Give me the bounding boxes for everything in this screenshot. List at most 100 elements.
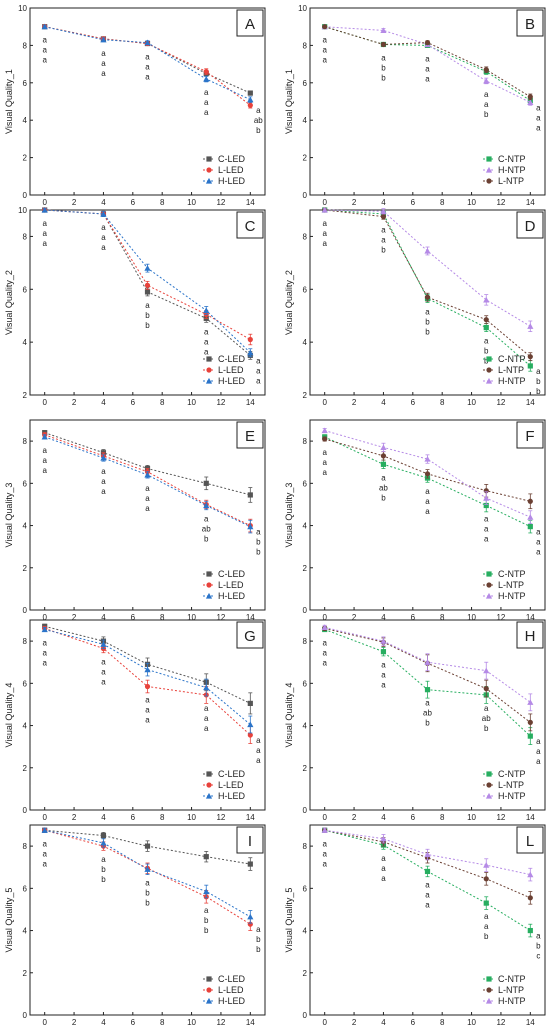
y-tick-label: 8 — [23, 437, 28, 446]
legend-label: C-NTP — [498, 154, 526, 164]
x-tick-label: 10 — [467, 198, 476, 207]
x-tick-label: 6 — [411, 613, 416, 622]
legend-marker-marker — [486, 782, 492, 788]
legend-marker-marker — [205, 592, 213, 599]
point-h-ntp-marker — [483, 667, 490, 674]
significance-letter: b — [425, 318, 430, 327]
x-tick-label: 6 — [131, 398, 136, 407]
significance-letter: a — [101, 467, 106, 476]
plot-frame — [309, 209, 546, 396]
significance-letter: a — [42, 839, 47, 848]
significance-letter: a — [145, 484, 150, 493]
point-l-led-marker — [144, 282, 151, 288]
series-line-h-ntp — [324, 430, 531, 518]
point-l-ntp-marker — [527, 498, 533, 504]
series-line-h-led — [44, 629, 251, 725]
panel-letter: L — [526, 833, 534, 850]
series-line-h-ntp — [324, 829, 531, 876]
y-tick-label: 2 — [23, 969, 28, 978]
y-tick-label: 2 — [23, 764, 28, 773]
y-tick-label: 2 — [23, 564, 28, 573]
panel-letter: G — [244, 628, 256, 645]
point-l-ntp-marker — [527, 895, 533, 901]
x-tick-label: 10 — [187, 613, 196, 622]
panel-letter-box — [516, 621, 544, 649]
legend-marker-marker — [206, 976, 212, 982]
point-h-led-marker — [203, 888, 210, 895]
x-tick-label: 12 — [496, 813, 505, 822]
significance-letter: b — [145, 311, 150, 320]
y-tick-label: 4 — [23, 722, 28, 731]
panel-letter-box — [236, 826, 264, 854]
significance-letter: a — [322, 849, 327, 858]
series-line-c-ntp — [324, 209, 531, 367]
legend-marker-marker — [485, 997, 493, 1004]
significance-letter: a — [322, 839, 327, 848]
point-h-led-marker — [203, 307, 210, 314]
point-l-ntp-marker — [322, 24, 328, 30]
point-h-led-marker — [41, 827, 48, 833]
x-tick-label: 12 — [216, 198, 225, 207]
significance-letter: b — [101, 875, 106, 884]
x-tick-label: 2 — [352, 398, 357, 407]
significance-letter: a — [536, 528, 541, 537]
significance-letter: a — [425, 54, 430, 63]
significance-letter: b — [484, 347, 489, 356]
x-tick-label: 0 — [322, 1018, 327, 1027]
significance-letter: a — [101, 243, 106, 252]
significance-letter: a — [425, 497, 430, 506]
x-tick-label: 4 — [101, 613, 106, 622]
significance-letter: a — [256, 366, 261, 375]
x-tick-label: 2 — [352, 613, 357, 622]
series-line-h-led — [44, 436, 251, 528]
x-tick-label: 6 — [131, 813, 136, 822]
x-tick-label: 0 — [42, 398, 47, 407]
y-tick-label: 0 — [23, 1011, 28, 1020]
point-h-led-marker — [247, 913, 254, 920]
y-tick-label: 6 — [303, 285, 308, 294]
significance-letter: a — [42, 859, 47, 868]
significance-letter: a — [484, 515, 489, 524]
legend-marker-marker — [205, 792, 213, 799]
point-h-led-marker — [100, 210, 107, 217]
point-c-led-marker — [247, 492, 253, 498]
significance-letter: a — [42, 456, 47, 465]
legend-marker-marker — [486, 571, 492, 577]
x-tick-label: 12 — [496, 398, 505, 407]
significance-letter: a — [381, 226, 386, 235]
legend-label: H-LED — [218, 376, 246, 386]
panel-letter: E — [245, 428, 255, 445]
point-l-ntp-marker — [483, 686, 489, 692]
x-tick-label: 6 — [411, 198, 416, 207]
x-tick-label: 12 — [216, 398, 225, 407]
y-tick-label: 4 — [303, 116, 308, 125]
significance-letter: a — [536, 113, 541, 122]
x-tick-label: 2 — [352, 813, 357, 822]
point-l-ntp-marker — [322, 436, 328, 442]
significance-letter: a — [42, 229, 47, 238]
point-h-ntp-marker — [380, 208, 387, 214]
y-tick-label: 6 — [303, 884, 308, 893]
legend-marker-marker — [486, 987, 492, 993]
y-tick-label: 6 — [23, 285, 28, 294]
y-tick-label: 8 — [23, 232, 28, 241]
legend-label: L-NTP — [498, 580, 524, 590]
point-c-ntp-marker — [527, 927, 533, 934]
significance-letter: a — [204, 88, 209, 97]
significance-letter: a — [322, 36, 327, 45]
series-line-l-led — [44, 209, 251, 340]
point-c-ntp-marker — [424, 687, 431, 693]
significance-letter: a — [322, 659, 327, 668]
point-h-ntp-marker — [527, 871, 534, 878]
panel-letter: A — [245, 16, 255, 33]
legend-marker-marker — [486, 367, 492, 373]
x-tick-label: 0 — [322, 813, 327, 822]
legend-marker-marker — [485, 792, 493, 799]
point-h-led-marker — [100, 839, 107, 846]
legend-label: H-LED — [218, 176, 246, 186]
significance-letter: a — [256, 925, 261, 934]
x-tick-label: 6 — [131, 1018, 136, 1027]
